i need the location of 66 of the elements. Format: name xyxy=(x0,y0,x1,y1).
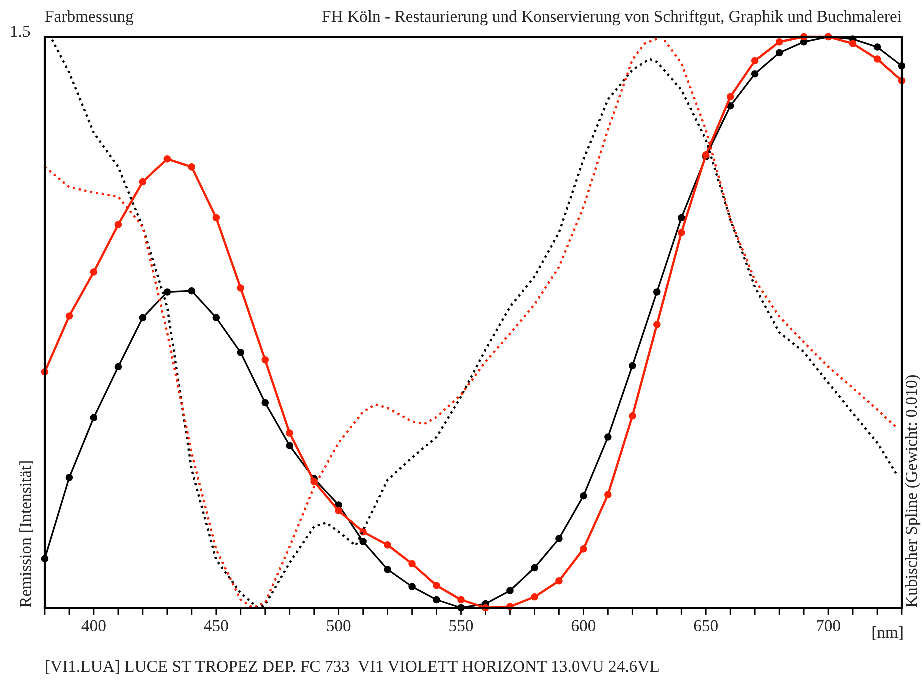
point xyxy=(188,287,196,295)
point xyxy=(262,399,270,407)
point xyxy=(604,434,612,441)
point xyxy=(678,214,686,222)
point xyxy=(408,583,416,591)
point xyxy=(212,314,220,322)
text: 1.5 xyxy=(11,26,30,38)
text: [VI1.LUA] LUCE ST TROPEZ DEP. FC 733 VI1 VIOLETT HORIZONT 13.0VU 24.6VL xyxy=(46,660,659,674)
point xyxy=(212,214,220,222)
point xyxy=(678,229,686,236)
point xyxy=(629,412,636,420)
x-tick-label: 700 xyxy=(817,620,840,632)
point xyxy=(384,542,392,549)
point xyxy=(139,178,147,186)
point xyxy=(286,430,294,437)
point xyxy=(335,507,342,515)
point xyxy=(114,221,122,229)
point xyxy=(408,560,416,568)
point xyxy=(580,492,588,500)
y2-axis-title: Kubischer Spline (Gewicht: 0.010) xyxy=(905,375,921,608)
point xyxy=(90,414,98,422)
point xyxy=(90,268,98,276)
point xyxy=(580,546,588,553)
point xyxy=(726,93,734,101)
point xyxy=(237,349,245,356)
y-axis-title: Remission [Intensität] xyxy=(20,462,34,608)
point xyxy=(531,564,538,572)
point xyxy=(531,594,538,601)
point xyxy=(751,70,759,78)
point xyxy=(164,156,172,163)
point xyxy=(66,474,74,482)
point xyxy=(604,491,612,499)
point xyxy=(286,442,294,450)
point xyxy=(556,578,563,585)
point xyxy=(629,362,636,370)
point xyxy=(458,596,465,604)
point xyxy=(776,49,784,57)
x-tick-label: 400 xyxy=(82,620,106,632)
point xyxy=(654,321,661,328)
x-tick-label: 550 xyxy=(450,620,474,632)
point xyxy=(114,363,122,371)
point xyxy=(139,314,147,322)
x-tick-label: 600 xyxy=(572,620,596,632)
point xyxy=(237,284,245,292)
x-axis-title: [nm] xyxy=(872,626,903,640)
x-tick-label: 650 xyxy=(694,620,718,632)
point xyxy=(433,596,440,604)
point xyxy=(751,57,759,65)
point xyxy=(849,40,857,48)
point xyxy=(262,356,270,364)
x-tick-label: 450 xyxy=(204,620,228,632)
point xyxy=(874,56,882,63)
point xyxy=(776,38,784,46)
point xyxy=(433,582,440,590)
point xyxy=(556,535,563,543)
x-tick-label: 500 xyxy=(327,620,351,632)
point xyxy=(384,566,392,574)
point xyxy=(506,587,514,595)
point xyxy=(360,538,367,546)
point xyxy=(164,288,172,296)
point xyxy=(66,312,74,320)
point xyxy=(874,44,882,51)
point xyxy=(188,164,196,171)
point xyxy=(654,288,661,296)
chart-title: Farbmessung xyxy=(45,10,134,26)
chart-subtitle: FH Köln - Restaurierung und Konservierung von Schriftgut, Graphik und Buchmalerei xyxy=(322,10,902,26)
